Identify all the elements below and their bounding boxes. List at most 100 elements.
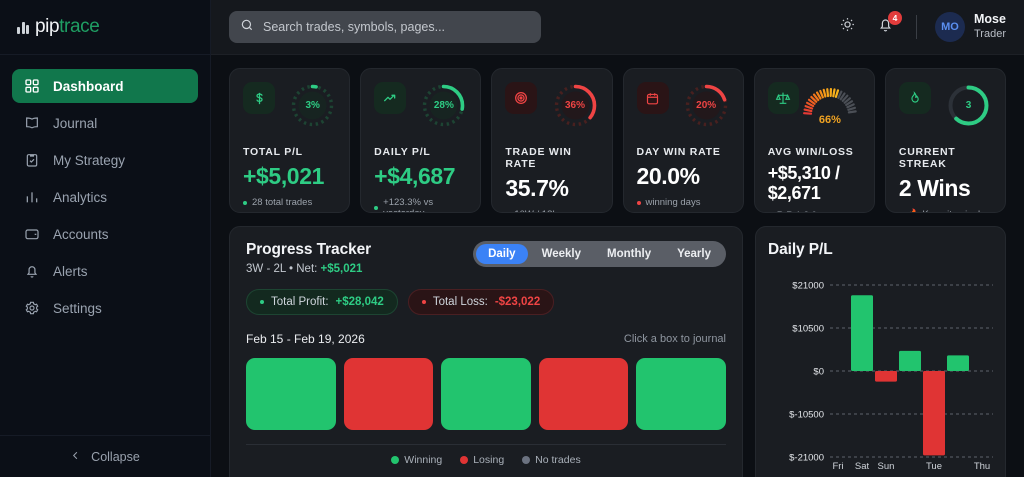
topbar-divider bbox=[916, 15, 917, 39]
stat-card-day-win-rate[interactable]: 20% DAY WIN RATE 20.0% winning days bbox=[622, 68, 744, 213]
brand-logo[interactable]: piptrace bbox=[0, 0, 210, 55]
total-loss-value: -$23,022 bbox=[494, 296, 541, 308]
svg-text:Sat: Sat bbox=[855, 461, 870, 471]
period-tab-yearly[interactable]: Yearly bbox=[677, 248, 711, 260]
status-dot bbox=[260, 300, 264, 304]
card-label: AVG WIN/LOSS bbox=[767, 146, 854, 158]
legend-item-no-trades: No trades bbox=[522, 454, 581, 466]
progress-tracker-panel: Progress Tracker 3W - 2L • Net: +$5,021 … bbox=[229, 226, 743, 477]
theme-toggle-button[interactable] bbox=[834, 14, 860, 40]
legend-swatch bbox=[391, 456, 400, 464]
svg-text:$-21000: $-21000 bbox=[789, 453, 824, 464]
search-box[interactable] bbox=[229, 11, 541, 43]
daily-pl-panel: Daily P/L bbox=[755, 226, 1006, 477]
sidebar-item-label: Alerts bbox=[53, 263, 88, 279]
card-label: DAY WIN RATE bbox=[636, 146, 721, 158]
day-boxes bbox=[246, 358, 726, 430]
card-value: 2 Wins bbox=[898, 175, 971, 201]
panels: Progress Tracker 3W - 2L • Net: +$5,021 … bbox=[229, 226, 1006, 477]
status-dot bbox=[243, 200, 247, 205]
sidebar-item-settings[interactable]: Settings bbox=[12, 291, 198, 325]
legend-swatch bbox=[460, 456, 469, 464]
day-box[interactable] bbox=[246, 358, 336, 430]
period-tab-daily[interactable]: Daily bbox=[476, 244, 528, 264]
day-box[interactable] bbox=[441, 358, 531, 430]
svg-text:Fri: Fri bbox=[832, 461, 843, 471]
total-profit-value: +$28,042 bbox=[335, 296, 384, 308]
ring-value: 28% bbox=[433, 100, 454, 111]
date-range-row: Feb 15 - Feb 19, 2026 Click a box to jou… bbox=[246, 332, 726, 346]
card-label: TRADE WIN RATE bbox=[505, 146, 572, 170]
sidebar-spacer bbox=[0, 325, 210, 435]
stat-card-daily-pl[interactable]: 28% DAILY P/L +$4,687 +123.3% vs yesterd… bbox=[360, 68, 482, 213]
total-loss-badge: Total Loss: -$23,022 bbox=[407, 289, 555, 315]
sidebar-item-alerts[interactable]: Alerts bbox=[12, 254, 198, 288]
period-tab-weekly[interactable]: Weekly bbox=[541, 248, 582, 260]
stat-cards: 3% TOTAL P/L +$5,021 28 total trades bbox=[229, 68, 1007, 213]
progress-ring-current-streak: 3 bbox=[945, 82, 992, 129]
sidebar-nav: Dashboard Journal My Strategy Analytics … bbox=[0, 55, 210, 325]
tracker-summary-net: +$5,021 bbox=[320, 263, 363, 275]
card-sub-label: R:R 1:2.0 bbox=[777, 210, 817, 212]
card-sub-label: +123.3% vs yesterday bbox=[383, 197, 434, 212]
day-box[interactable] bbox=[636, 358, 726, 430]
journal-hint: Click a box to journal bbox=[623, 333, 726, 345]
gear-icon bbox=[24, 300, 40, 316]
sidebar-item-dashboard[interactable]: Dashboard bbox=[12, 69, 198, 103]
period-tab-monthly[interactable]: Monthly bbox=[607, 248, 652, 260]
legend-swatch bbox=[522, 456, 531, 464]
card-label: CURRENT STREAK bbox=[898, 146, 956, 170]
notifications-button[interactable]: 4 bbox=[872, 11, 902, 40]
sidebar-item-journal[interactable]: Journal bbox=[12, 106, 198, 140]
progress-ring-total-pl: 3% bbox=[289, 82, 336, 129]
card-subtext: winning days bbox=[636, 197, 730, 208]
svg-text:$10500: $10500 bbox=[792, 324, 824, 335]
card-top: 66% bbox=[767, 82, 861, 130]
card-subtext: +123.3% vs yesterday bbox=[374, 197, 467, 212]
card-label: TOTAL P/L bbox=[243, 146, 303, 158]
progress-ring-trade-win-rate: 36% bbox=[552, 82, 599, 129]
target-icon bbox=[505, 82, 538, 114]
total-loss-label: Total Loss: bbox=[432, 296, 488, 308]
stat-card-trade-win-rate[interactable]: 36% TRADE WIN RATE 35.7% 10W / 18L bbox=[491, 68, 613, 213]
card-top: 36% bbox=[505, 82, 598, 130]
svg-text:$0: $0 bbox=[813, 367, 824, 378]
collapse-sidebar-button[interactable]: Collapse bbox=[0, 435, 210, 477]
chart-svg: $21000 $10500 $0 $-10500 $-21000 bbox=[789, 281, 993, 471]
sidebar-item-analytics[interactable]: Analytics bbox=[12, 180, 198, 214]
brand-text: piptrace bbox=[35, 16, 100, 38]
bar-chart-icon bbox=[17, 21, 29, 34]
day-box[interactable] bbox=[343, 358, 434, 430]
search-input[interactable] bbox=[263, 20, 530, 34]
day-box[interactable] bbox=[538, 358, 629, 430]
legend-item-losing: Losing bbox=[460, 454, 504, 466]
flame-icon bbox=[898, 82, 931, 114]
sidebar-item-label: Accounts bbox=[53, 226, 109, 242]
svg-text:Thu: Thu bbox=[974, 461, 990, 471]
sidebar-item-label: My Strategy bbox=[53, 152, 126, 168]
user-menu[interactable]: MO Mose Trader bbox=[935, 12, 1006, 42]
bar-chart-icon bbox=[24, 189, 40, 205]
card-value: 20.0% bbox=[636, 163, 701, 189]
legend-divider bbox=[246, 444, 726, 445]
card-sub-label: 28 total trades bbox=[252, 197, 313, 208]
card-top: 3% bbox=[243, 82, 336, 130]
stat-card-avg-win-loss[interactable]: 66% AVG WIN/LOSS +$5,310 / $2,671 R:R 1:… bbox=[753, 68, 875, 213]
chart-y-axis: $21000 $10500 $0 $-10500 $-21000 bbox=[789, 281, 824, 464]
sidebar-item-my-strategy[interactable]: My Strategy bbox=[12, 143, 198, 177]
tracker-header: Progress Tracker 3W - 2L • Net: +$5,021 … bbox=[246, 241, 726, 275]
sidebar-item-label: Journal bbox=[53, 115, 98, 131]
svg-text:$-10500: $-10500 bbox=[789, 410, 824, 421]
period-segmented-control: Daily Weekly Monthly Yearly bbox=[473, 241, 726, 267]
sidebar-item-label: Settings bbox=[53, 300, 102, 316]
card-value: +$5,021 bbox=[243, 163, 324, 189]
clipboard-check-icon bbox=[24, 152, 40, 168]
stat-card-current-streak[interactable]: 3 CURRENT STREAK 2 Wins 🔥 Keep it going! bbox=[884, 68, 1007, 213]
card-sub-label: winning days bbox=[645, 197, 701, 208]
sidebar-item-accounts[interactable]: Accounts bbox=[12, 217, 198, 251]
card-subtext: 🔥 Keep it going! bbox=[899, 209, 992, 212]
content: 3% TOTAL P/L +$5,021 28 total trades bbox=[211, 55, 1024, 477]
totals-row: Total Profit: +$28,042 Total Loss: -$23,… bbox=[246, 289, 726, 315]
stat-card-total-pl[interactable]: 3% TOTAL P/L +$5,021 28 total trades bbox=[229, 68, 351, 213]
